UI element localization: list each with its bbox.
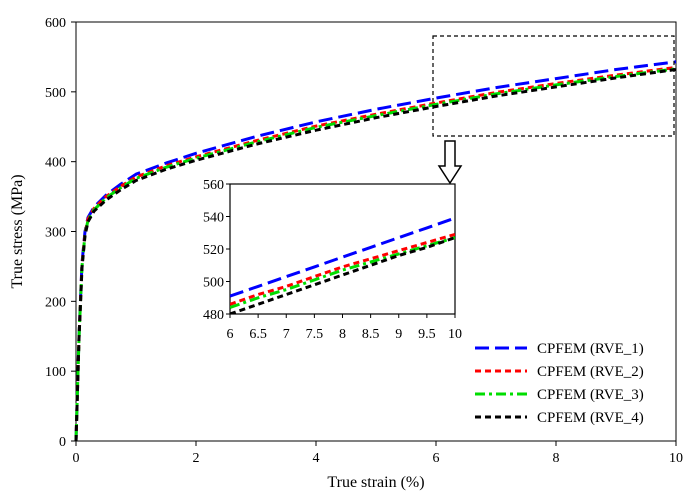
- x-tick-label: 0: [73, 451, 80, 466]
- main-series-group: [74, 60, 677, 442]
- inset-x-tick-label: 6.5: [249, 327, 267, 342]
- x-tick-label: 10: [669, 451, 683, 466]
- series-line-3: [74, 67, 677, 442]
- zoom-region: [432, 35, 675, 185]
- legend-label-1: CPFEM (RVE_1): [537, 341, 644, 357]
- series-line-4: [74, 68, 677, 442]
- legend-label-3: CPFEM (RVE_3): [537, 387, 644, 403]
- y-tick-label: 100: [45, 365, 66, 380]
- inset-series-line-3: [230, 236, 455, 309]
- legend-label-2: CPFEM (RVE_2): [537, 364, 644, 380]
- inset-y-tick-label: 560: [203, 178, 224, 193]
- y-tick-label: 400: [45, 156, 66, 171]
- inset-x-tick-label: 7.5: [306, 327, 324, 342]
- y-tick-label: 500: [45, 86, 66, 101]
- inset-chart: 480 500 520 540 560 6 6.5 7 7.5 8 8.5 9 9.5 10: [203, 178, 462, 342]
- inset-x-tick-label: 10: [448, 327, 462, 342]
- inset-y-tick-label: 500: [203, 276, 224, 291]
- inset-y-tick-label: 540: [203, 211, 224, 226]
- inset-x-tick-label: 7: [283, 327, 290, 342]
- x-tick-label: 4: [313, 451, 320, 466]
- y-tick-label: 0: [59, 435, 66, 450]
- y-tick-label: 600: [45, 16, 66, 31]
- inset-x-tick-label: 9: [395, 327, 402, 342]
- legend: CPFEM (RVE_1) CPFEM (RVE_2) CPFEM (RVE_3) C…: [475, 341, 644, 426]
- y-axis-title: True stress (MPa): [9, 174, 26, 288]
- inset-y-tick-label: 480: [203, 308, 224, 323]
- x-axis-title: True strain (%): [327, 474, 424, 491]
- inset-x-tick-label: 9.5: [418, 327, 436, 342]
- inset-y-tick-label: 520: [203, 243, 224, 258]
- x-tick-label: 6: [433, 451, 440, 466]
- y-tick-label: 300: [45, 226, 66, 241]
- x-tick-label: 8: [553, 451, 560, 466]
- zoom-region-box: [432, 35, 675, 137]
- y-tick-label: 200: [45, 295, 66, 310]
- main-axes: 0 100 200 300 400 500 600 0 2 4 6 8 10: [45, 16, 683, 466]
- x-tick-label: 2: [193, 451, 200, 466]
- inset-x-tick-label: 8.5: [362, 327, 380, 342]
- inset-x-tick-label: 8: [339, 327, 346, 342]
- series-line-1: [74, 60, 677, 442]
- inset-x-tick-label: 6: [227, 327, 234, 342]
- legend-label-4: CPFEM (RVE_4): [537, 410, 644, 426]
- down-arrow-icon: [437, 140, 463, 185]
